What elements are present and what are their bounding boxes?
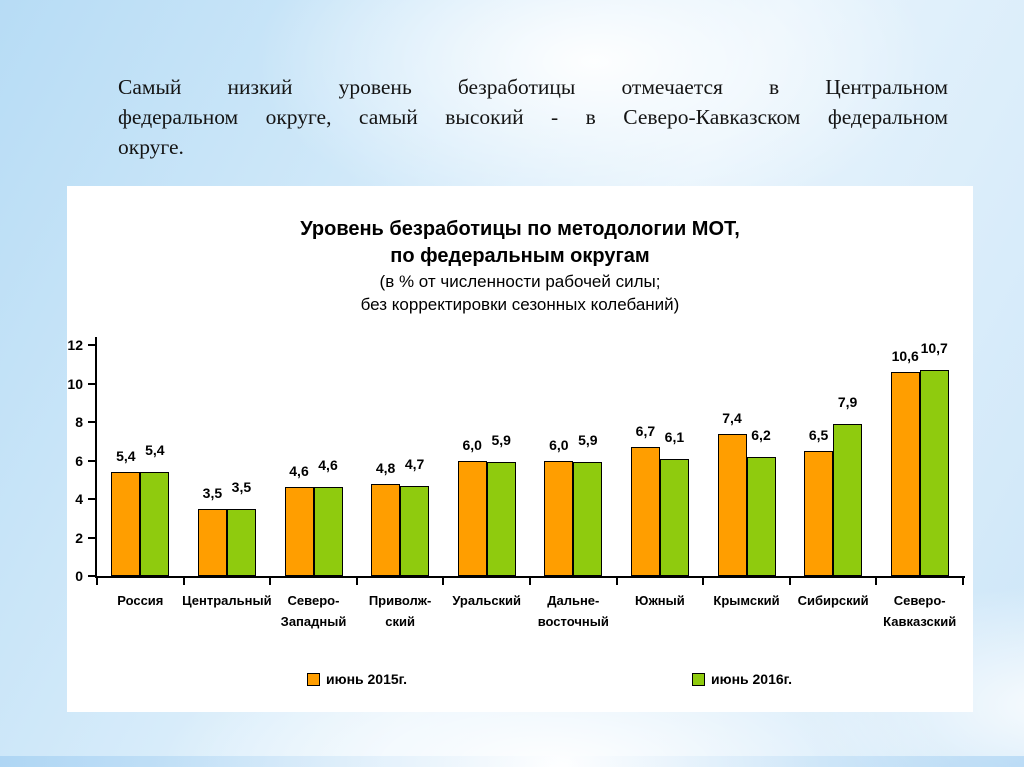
chart-title-line-1: Уровень безработицы по методологии МОТ, xyxy=(300,218,740,240)
x-axis-tick xyxy=(788,578,791,585)
x-axis-tick xyxy=(962,578,964,585)
bar-value-label: 6,0 xyxy=(462,436,482,453)
bar xyxy=(630,447,660,576)
bar xyxy=(544,460,574,576)
y-axis-tick xyxy=(88,498,95,500)
legend-item-june-2015: июнь 2015г. xyxy=(307,672,407,687)
x-axis-tick xyxy=(355,578,358,585)
bar-value-label: 10,6 xyxy=(891,347,919,364)
x-axis xyxy=(95,576,965,578)
y-axis-tick-label: 10 xyxy=(67,375,83,392)
x-category-label: Центральный xyxy=(182,593,272,608)
bar-value-label: 5,4 xyxy=(145,442,165,459)
bar-value-label: 10,7 xyxy=(920,340,948,357)
bar xyxy=(573,462,603,576)
x-axis-tick xyxy=(702,578,705,585)
bar-value-label: 4,6 xyxy=(289,463,309,480)
x-axis-tick xyxy=(442,578,445,585)
y-axis-tick-label: 8 xyxy=(75,414,83,430)
legend-label-june-2015: июнь 2015г. xyxy=(326,671,407,687)
x-category-label: Приволж- ский xyxy=(368,593,432,629)
chart-subtitle-line-2: без корректировки сезонных колебаний) xyxy=(360,295,680,314)
y-axis-tick xyxy=(88,459,95,462)
x-axis-tick xyxy=(182,578,185,585)
legend-item-june-2016: июнь 2016г. xyxy=(692,672,792,687)
bar-value-label: 6,0 xyxy=(549,436,569,453)
legend-label-june-2016: июнь 2016г. xyxy=(711,671,792,687)
bar xyxy=(284,487,314,576)
bar xyxy=(400,485,430,576)
y-axis-tick xyxy=(88,382,95,385)
caption-line-2: федеральном округе, самый высокий - в Се… xyxy=(118,105,948,129)
bar-value-label: 5,9 xyxy=(578,432,598,449)
y-axis xyxy=(95,337,97,576)
bar-value-label: 6,5 xyxy=(808,426,829,443)
x-category-label: Северо- Западный xyxy=(280,593,347,629)
y-axis-tick-label: 2 xyxy=(75,529,83,546)
x-axis-tick xyxy=(875,578,878,585)
bar-value-label: 5,4 xyxy=(116,448,136,465)
x-category-label: Крымский xyxy=(713,593,780,608)
bar xyxy=(457,460,487,576)
y-axis-tick xyxy=(88,575,95,577)
x-category-label: Дальне- восточный xyxy=(537,593,609,629)
caption-line-1: Самый низкий уровень безработицы отмечае… xyxy=(118,75,948,99)
bar-value-label: 4,6 xyxy=(318,457,338,474)
caption-paragraph: Самый низкий уровень безработицы отмечае… xyxy=(118,72,948,162)
bar xyxy=(140,472,170,576)
caption-line-3: округе. xyxy=(118,135,184,159)
x-axis-tick xyxy=(269,578,272,585)
bar-value-label: 5,9 xyxy=(491,432,511,449)
bar-value-label: 3,5 xyxy=(231,478,252,495)
bar xyxy=(659,458,689,576)
bar xyxy=(746,456,776,576)
bar xyxy=(717,433,747,576)
x-category-label: Сибирский xyxy=(797,593,869,608)
chart-title: Уровень безработицы по методологии МОТ, … xyxy=(67,216,973,316)
bar-value-label: 6,2 xyxy=(751,426,771,443)
bar-value-label: 4,8 xyxy=(375,459,396,476)
legend-swatch-june-2016 xyxy=(692,673,705,686)
chart-subtitle-line-1: (в % от численности рабочей силы; xyxy=(379,272,661,291)
bar xyxy=(804,450,834,576)
bar-value-label: 4,7 xyxy=(404,455,425,472)
x-axis-tick xyxy=(615,578,618,585)
chart: Уровень безработицы по методологии МОТ, … xyxy=(67,186,973,712)
bar xyxy=(111,472,141,576)
bar xyxy=(833,423,863,576)
bar-value-label: 6,1 xyxy=(664,428,685,445)
bar-value-label: 6,7 xyxy=(635,423,656,440)
bar xyxy=(486,462,516,576)
chart-title-line-2: по федеральным округам xyxy=(390,245,650,267)
bar xyxy=(226,508,256,576)
x-axis-tick xyxy=(529,578,531,585)
y-axis-tick-label: 12 xyxy=(67,337,83,353)
x-category-label: Уральский xyxy=(452,593,522,608)
y-axis-tick xyxy=(88,536,95,539)
y-axis-tick-label: 0 xyxy=(75,568,83,584)
bar-value-label: 7,4 xyxy=(722,409,742,426)
plot-area: 0 2 4 6 8 10 12 5,4 3,5 4,6 4,8 6,0 6,0 6,7 7,4 6,5 10,6… xyxy=(67,337,965,629)
bar xyxy=(919,370,949,576)
bar-value-label: 3,5 xyxy=(202,484,223,501)
bar xyxy=(313,487,343,576)
x-category-label: Южный xyxy=(635,593,685,608)
bar xyxy=(197,508,227,576)
y-axis-tick xyxy=(88,344,95,346)
y-axis-tick-label: 4 xyxy=(75,491,83,507)
bar xyxy=(890,371,920,576)
x-category-label: Россия xyxy=(117,593,164,608)
x-category-label: Северо- Кавказский xyxy=(883,593,957,629)
y-axis-tick xyxy=(88,421,95,423)
bar xyxy=(371,483,401,576)
legend-swatch-june-2015 xyxy=(307,673,320,686)
bar-value-label: 7,9 xyxy=(837,393,858,410)
x-axis-tick xyxy=(96,578,98,585)
y-axis-tick-label: 6 xyxy=(75,452,83,469)
bottom-stripe xyxy=(0,756,1024,767)
